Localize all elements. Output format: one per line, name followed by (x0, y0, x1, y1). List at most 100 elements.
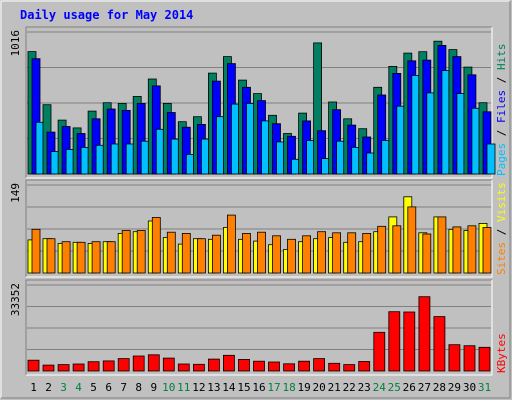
x-label-day-14: 14 (222, 381, 236, 394)
x-label-day-24: 24 (373, 381, 387, 394)
bar-kbytes-day-5 (87, 361, 100, 372)
bar-sites-day-14 (226, 214, 236, 274)
legend-hits-files-pages: Pages / Files / Hits (495, 44, 508, 177)
bar-sites-day-27 (422, 233, 432, 274)
bar-kbytes-day-16 (253, 360, 265, 372)
bar-kbytes-day-25 (388, 311, 401, 372)
bar-sites-day-5 (91, 241, 101, 274)
bar-kbytes-day-24 (373, 331, 386, 372)
panel-hits-files-pages: 1016 Pages / Files / Hits (9, 26, 508, 179)
bar-sites-day-13 (211, 234, 221, 274)
x-label-day-23: 23 (358, 381, 371, 394)
x-label-day-7: 7 (120, 381, 127, 394)
bar-sites-day-22 (347, 232, 357, 274)
bar-sites-day-18 (287, 238, 296, 274)
bar-sites-day-8 (136, 230, 146, 274)
bar-sites-day-30 (467, 225, 477, 274)
x-label-day-11: 11 (177, 381, 190, 394)
bar-sites-day-1 (31, 228, 41, 274)
bar-sites-day-16 (257, 231, 266, 274)
x-label-day-31: 31 (478, 381, 491, 394)
bar-sites-day-29 (452, 226, 462, 274)
x-label-day-4: 4 (75, 381, 82, 394)
bar-kbytes-day-28 (433, 316, 446, 372)
bar-kbytes-day-4 (72, 363, 85, 372)
panel-visits-sites: 149 Sites / Visits (9, 179, 508, 278)
x-label-day-17: 17 (267, 381, 280, 394)
legend-item: Files (495, 90, 508, 123)
bar-kbytes-day-6 (102, 360, 115, 372)
x-axis-day-labels: 1 2 3 4 5 6 7 8 9 10 11 12 13 14 15 16 17 18 19 20 21 22 23 24 2… (30, 381, 491, 394)
bar-kbytes-day-19 (298, 360, 311, 372)
bar-sites-day-17 (272, 235, 281, 274)
bar-sites-day-19 (302, 235, 312, 274)
bar-kbytes-day-27 (418, 296, 431, 372)
bar-sites-day-4 (76, 241, 86, 274)
legend-visits-sites: Sites / Visits (495, 182, 508, 275)
bar-sites-day-15 (242, 232, 251, 274)
bar-kbytes-day-26 (403, 311, 416, 372)
legend-kbytes: KBytes (495, 333, 508, 373)
x-label-day-16: 16 (252, 381, 265, 394)
bar-sites-day-31 (482, 227, 492, 274)
chart-title: Daily usage for May 2014 (20, 8, 193, 22)
chart-panels: 1016 Pages / Files / Hits 149 Sites / Visit… (9, 26, 508, 376)
bar-sites-day-10 (166, 231, 176, 274)
plot-border-shadow (25, 279, 492, 375)
legend-item: Hits (495, 44, 508, 71)
x-label-day-29: 29 (448, 381, 461, 394)
x-label-day-5: 5 (90, 381, 97, 394)
x-label-day-30: 30 (463, 381, 476, 394)
bar-kbytes-day-1 (27, 359, 40, 372)
bar-sites-day-25 (392, 225, 402, 274)
bar-kbytes-day-13 (207, 358, 220, 372)
bar-sites-day-7 (121, 230, 131, 274)
panel-kbytes: 33352 KBytes (9, 279, 508, 376)
plot-border-highlight (26, 180, 493, 278)
bar-kbytes-day-11 (177, 363, 190, 372)
y-max-label-visits-sites: 149 (9, 183, 22, 203)
x-label-day-26: 26 (403, 381, 416, 394)
bar-kbytes-day-31 (478, 346, 491, 372)
plot-border-shadow (25, 26, 492, 178)
legend-item: Pages (495, 143, 508, 176)
bar-sites-day-12 (196, 238, 206, 274)
bar-sites-day-26 (407, 206, 417, 274)
x-label-day-10: 10 (162, 381, 175, 394)
bar-kbytes-day-22 (343, 364, 356, 372)
x-label-day-1: 1 (30, 381, 37, 394)
legend-item: / (495, 222, 508, 242)
x-label-day-19: 19 (297, 381, 310, 394)
bar-kbytes-day-14 (222, 354, 235, 372)
legend-item: Sites (495, 242, 508, 275)
x-label-day-12: 12 (192, 381, 205, 394)
x-label-day-3: 3 (60, 381, 67, 394)
bar-sites-day-2 (46, 238, 56, 274)
legend-item: / (495, 70, 508, 90)
bar-sites-day-9 (151, 217, 161, 274)
bar-kbytes-day-8 (132, 355, 145, 372)
legend-item: Visits (495, 182, 508, 222)
bar-sites-day-20 (317, 231, 327, 274)
x-label-day-2: 2 (45, 381, 52, 394)
x-label-day-25: 25 (388, 381, 401, 394)
bar-kbytes-day-20 (313, 358, 326, 372)
x-label-day-8: 8 (135, 381, 142, 394)
legend-item: KBytes (495, 333, 508, 373)
bar-kbytes-day-7 (117, 358, 130, 372)
x-label-day-15: 15 (237, 381, 250, 394)
bar-kbytes-day-10 (162, 357, 175, 372)
plot-border-shadow (25, 179, 492, 277)
x-label-day-21: 21 (328, 381, 341, 394)
bar-sites-day-6 (106, 241, 116, 274)
bar-pages-day-31 (486, 143, 496, 175)
bar-sites-day-23 (362, 232, 372, 274)
bar-sites-day-11 (181, 232, 191, 274)
bar-kbytes-day-2 (42, 364, 55, 372)
plot-border-highlight (26, 280, 493, 376)
plot-border-highlight (26, 27, 493, 179)
bar-kbytes-day-17 (268, 361, 280, 372)
bar-kbytes-day-3 (57, 364, 70, 372)
